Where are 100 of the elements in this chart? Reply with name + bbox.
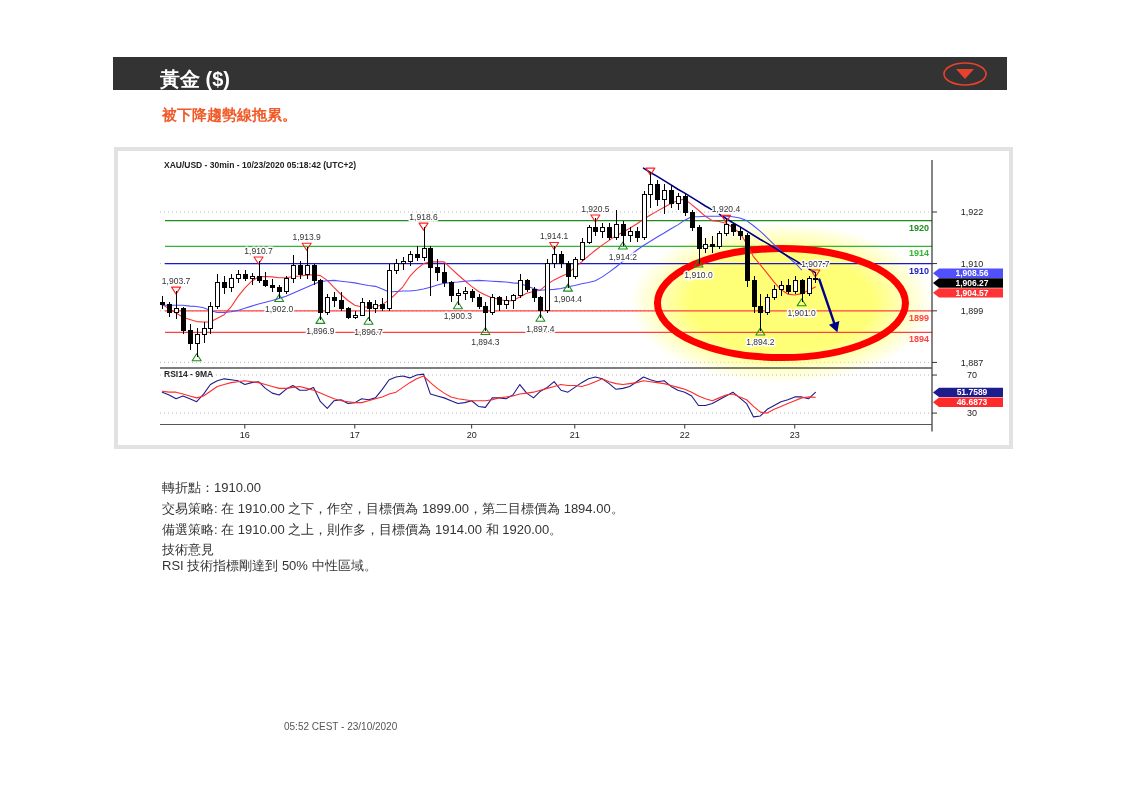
- candlestick: [552, 245, 557, 269]
- candlestick: [298, 260, 303, 280]
- candlestick: [566, 260, 571, 289]
- candlestick: [387, 263, 392, 312]
- x-tick-label: 16: [239, 429, 250, 440]
- x-tick-label: 23: [789, 429, 800, 440]
- point: [720, 214, 732, 223]
- candlestick: [745, 232, 750, 288]
- candlestick: [243, 269, 248, 282]
- candlestick: [635, 226, 640, 243]
- chart-title: RSI14 - 9MA: [164, 369, 214, 379]
- point: [363, 316, 374, 325]
- text: 技術意見: [161, 542, 214, 557]
- point: [301, 242, 312, 251]
- point: [452, 301, 463, 310]
- candlestick: [786, 278, 791, 295]
- candlestick: [174, 290, 179, 320]
- data-label: 1,901.0: [787, 308, 817, 319]
- candlestick: [779, 280, 784, 297]
- data-label: 1,904.4: [553, 293, 583, 304]
- point: [535, 313, 546, 322]
- candlestick: [360, 297, 365, 316]
- candlestick: [250, 272, 255, 286]
- x-tick-label: 21: [569, 429, 580, 440]
- candlestick: [511, 293, 516, 310]
- point: [171, 286, 182, 295]
- candlestick: [765, 293, 770, 316]
- candlestick: [305, 246, 310, 280]
- candlestick: [470, 288, 475, 303]
- candlestick: [160, 295, 165, 310]
- candlestick: [525, 278, 530, 292]
- candlestick: [394, 258, 399, 275]
- candlestick: [717, 230, 722, 250]
- ref-line-label: 1899: [908, 312, 929, 323]
- point: [191, 353, 202, 362]
- data-label: 1,910.7: [244, 246, 273, 257]
- candlestick: [415, 245, 420, 262]
- text: 交易策略: 在 1910.00 之下，作空，目標價為 1899.00，第二目標價為 1894.00。: [162, 501, 624, 516]
- text: RSI 技術指標剛達到 50% 中性區域。: [162, 558, 377, 573]
- y-tick-label: 1,887: [960, 357, 984, 368]
- candlestick: [215, 273, 220, 310]
- candlestick: [270, 278, 275, 292]
- candlestick: [339, 291, 344, 312]
- candlestick: [456, 288, 461, 306]
- point: [549, 241, 560, 250]
- ref-line-label: 1894: [908, 334, 929, 345]
- candlestick: [545, 258, 550, 314]
- candlestick: [731, 222, 736, 237]
- data-label: 1,900.3: [443, 311, 473, 322]
- candlestick: [332, 291, 337, 308]
- data-label: 1,894.3: [471, 337, 500, 348]
- candlestick: [580, 237, 585, 262]
- data-label: 1,894.2: [746, 337, 775, 348]
- chart-subtitle: 被下降趨勢線拖累。: [161, 106, 297, 123]
- candlestick: [449, 280, 454, 303]
- ref-line-label: 1914: [908, 248, 929, 259]
- point: [562, 283, 573, 292]
- candlestick: [229, 273, 234, 292]
- point: [796, 298, 807, 307]
- point: [480, 326, 491, 336]
- point: [418, 222, 429, 231]
- candlestick: [607, 222, 612, 241]
- candlestick: [518, 273, 523, 299]
- x-tick-label: 22: [679, 429, 690, 440]
- text: 備選策略: 在 1910.00 之上，則作多，目標價為 1914.00 和 1920.00。: [162, 522, 563, 537]
- x-tick-label: 20: [466, 429, 477, 440]
- candlestick: [167, 301, 172, 318]
- candlestick: [277, 284, 282, 299]
- candlestick: [181, 306, 186, 335]
- candlestick: [793, 275, 798, 295]
- data-label: 1,914.1: [539, 231, 569, 242]
- candlestick: [346, 306, 351, 320]
- y-tick-label: 1,910: [960, 258, 984, 269]
- candlestick: [490, 293, 495, 316]
- y-tick-label: 1,922: [960, 207, 984, 218]
- point: [755, 327, 766, 336]
- x-tick-label: 17: [349, 429, 360, 440]
- candlestick: [669, 185, 674, 209]
- candlestick: [738, 226, 743, 241]
- candlestick: [353, 310, 358, 320]
- candlestick: [380, 297, 385, 312]
- candlestick: [559, 250, 564, 269]
- data-label: 1,903.7: [161, 276, 191, 287]
- candlestick: [600, 222, 605, 239]
- candlestick: [236, 269, 241, 284]
- point: [645, 167, 656, 176]
- point: [617, 241, 628, 250]
- point: [253, 256, 264, 265]
- data-label: 1,897.4: [526, 323, 555, 334]
- ref-line-label: 1910: [908, 265, 929, 276]
- candlestick: [222, 275, 227, 295]
- chart-title: 黃金 ($): [159, 68, 230, 90]
- annotation: XAU/USD - 30min - 10/23/2020 05:18:42 (UTC+2): [164, 160, 357, 170]
- candlestick: [621, 220, 626, 247]
- candlestick: [655, 179, 660, 207]
- candlestick: [291, 254, 296, 284]
- ref-line-label: 1920: [908, 222, 929, 233]
- data-label: 1,910.0: [684, 269, 713, 280]
- data-label: 1,918.6: [409, 212, 438, 223]
- candlestick: [325, 293, 330, 316]
